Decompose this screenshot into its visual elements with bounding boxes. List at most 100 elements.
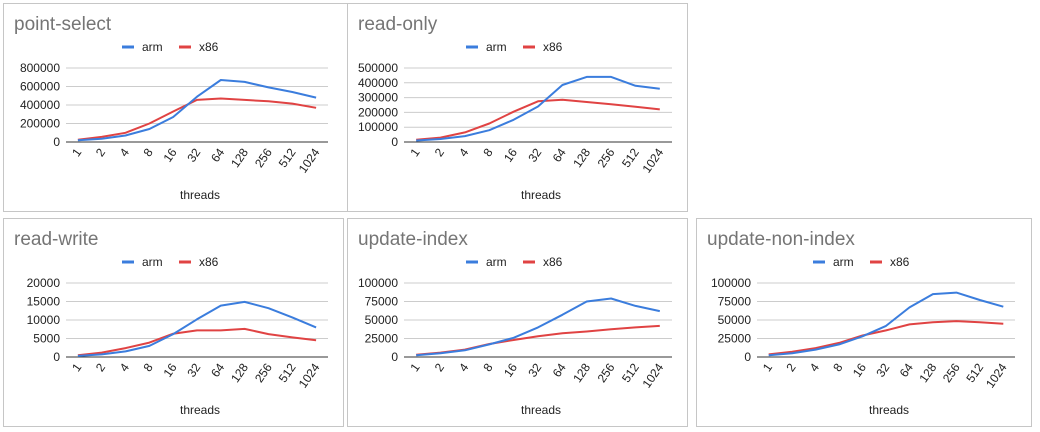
chart-svg: update-index arm x86 100000 75000 50000 25000 0…	[358, 229, 672, 417]
x-tick-label: 2	[783, 360, 798, 374]
x-axis-title: threads	[180, 188, 220, 202]
y-tick-label: 25000	[365, 332, 399, 346]
chart-svg: read-write arm x86 20000 15000 10000 5000 01 2 4 8…	[14, 229, 328, 417]
x-tick-label: 1024	[296, 360, 323, 390]
x-tick-label: 16	[501, 145, 520, 164]
series-line-arm	[77, 79, 317, 142]
series-line-arm	[416, 297, 661, 357]
x-tick-label: 4	[117, 145, 132, 159]
series-line-arm	[416, 75, 660, 142]
x-axis-title: threads	[180, 403, 220, 417]
x-tick-label: 256	[940, 360, 963, 385]
chart-panel-update-index: update-index arm x86 100000 75000 50000 25000 0…	[347, 218, 688, 427]
y-tick-label: 0	[391, 135, 398, 149]
x-tick-label: 32	[184, 360, 203, 379]
series-line-x86	[416, 98, 660, 141]
legend-label-x86: x86	[199, 40, 219, 54]
x-tick-label: 1024	[639, 360, 666, 390]
x-tick-label: 32	[873, 360, 892, 379]
x-tick-label: 64	[897, 360, 916, 379]
x-tick-label: 1	[69, 360, 84, 374]
x-tick-label: 1024	[983, 360, 1010, 390]
x-axis-title: threads	[521, 403, 561, 417]
legend-label-arm: arm	[142, 255, 163, 269]
chart-title: update-non-index	[707, 229, 855, 250]
chart-panel-read-write: read-write arm x86 20000 15000 10000 5000 0 1 2 4 8…	[3, 218, 344, 427]
x-tick-label: 128	[916, 360, 939, 385]
y-tick-label: 100000	[711, 276, 751, 290]
x-tick-label: 256	[595, 360, 618, 385]
x-tick-label: 256	[252, 145, 275, 170]
x-tick-label: 1	[69, 145, 84, 159]
y-tick-label: 400000	[358, 76, 398, 90]
y-tick-label: 50000	[365, 313, 399, 327]
chart-svg: update-non-index arm x86 100000 75000 50000 25…	[707, 229, 1015, 417]
series-line-x86	[77, 97, 317, 141]
x-tick-label: 64	[550, 145, 569, 164]
x-tick-label: 16	[161, 360, 180, 379]
x-tick-label: 8	[141, 145, 156, 159]
legend-label-x86: x86	[543, 255, 563, 269]
x-tick-label: 8	[480, 360, 495, 374]
x-tick-label: 64	[208, 145, 227, 164]
y-tick-label: 200000	[20, 117, 60, 131]
x-tick-label: 4	[807, 360, 822, 374]
y-tick-label: 400000	[20, 98, 60, 112]
y-tick-label: 0	[53, 350, 60, 364]
x-tick-label: 256	[595, 145, 618, 170]
x-tick-label: 64	[550, 360, 569, 379]
x-tick-label: 128	[228, 360, 251, 385]
legend-label-x86: x86	[890, 255, 910, 269]
y-tick-label: 75000	[718, 295, 752, 309]
y-tick-label: 600000	[20, 80, 60, 94]
y-tick-label: 20000	[27, 276, 61, 290]
x-tick-label: 128	[570, 360, 593, 385]
x-tick-label: 32	[525, 145, 544, 164]
x-tick-label: 2	[432, 360, 447, 374]
y-tick-label: 0	[53, 135, 60, 149]
chart-panel-update-non-index: update-non-index arm x86 100000 75000 50000 25…	[696, 218, 1032, 427]
x-tick-label: 16	[501, 360, 520, 379]
x-tick-label: 8	[830, 360, 845, 374]
x-tick-label: 32	[184, 145, 203, 164]
x-axis-title: threads	[869, 403, 909, 417]
x-tick-label: 512	[619, 145, 642, 170]
y-tick-label: 50000	[718, 313, 752, 327]
series-line-arm	[77, 300, 317, 357]
series-line-x86	[416, 324, 660, 356]
y-tick-label: 5000	[33, 332, 60, 346]
x-tick-label: 256	[252, 360, 275, 385]
x-tick-label: 2	[93, 145, 108, 159]
y-tick-label: 10000	[27, 313, 61, 327]
series-line-x86	[77, 327, 317, 357]
x-tick-label: 1024	[296, 145, 323, 175]
chart-title: read-write	[14, 229, 98, 250]
x-tick-label: 512	[619, 360, 642, 385]
legend-label-arm: arm	[486, 40, 507, 54]
y-tick-label: 800000	[20, 61, 60, 75]
x-tick-label: 4	[117, 360, 132, 374]
x-tick-label: 1	[407, 360, 422, 374]
x-tick-label: 1024	[639, 145, 666, 175]
legend-label-arm: arm	[142, 40, 163, 54]
x-tick-label: 8	[480, 145, 495, 159]
y-tick-label: 0	[391, 350, 398, 364]
x-tick-label: 1	[760, 360, 775, 374]
x-tick-label: 4	[456, 145, 471, 159]
legend-label-arm: arm	[486, 255, 507, 269]
x-tick-label: 2	[93, 360, 108, 374]
chart-title: point-select	[14, 14, 112, 35]
y-tick-label: 75000	[365, 295, 399, 309]
chart-svg: point-select arm x86 800000 600000 400000 2000…	[14, 14, 328, 202]
x-tick-label: 2	[432, 145, 447, 159]
series-line-x86	[768, 320, 1004, 356]
y-tick-label: 0	[744, 350, 751, 364]
y-tick-label: 200000	[358, 105, 398, 119]
x-axis-title: threads	[521, 188, 561, 202]
x-tick-label: 64	[208, 360, 227, 379]
x-tick-label: 32	[525, 360, 544, 379]
chart-title: update-index	[358, 229, 468, 250]
x-tick-label: 128	[570, 145, 593, 170]
legend-label-x86: x86	[543, 40, 563, 54]
y-tick-label: 500000	[358, 61, 398, 75]
